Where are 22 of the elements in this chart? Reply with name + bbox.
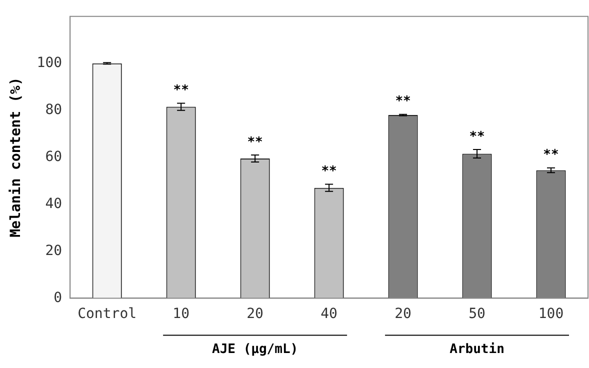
data-label: ** [247,134,264,150]
data-label: ** [321,164,338,180]
data-label: ** [469,129,486,144]
x-tick-label: 100 [538,306,564,322]
y-tick-label: 20 [45,242,62,259]
x-tick-label: 20 [394,306,412,322]
x-tick-label: 20 [246,306,264,322]
data-label: ** [543,148,560,163]
x-tick-label: 40 [320,306,338,322]
data-label: ** [173,83,190,98]
x-tick-label: Control [78,306,137,322]
y-tick-label: 80 [45,102,62,118]
y-axis-title: Melanin content (%) [8,77,24,238]
x-tick-label: 50 [468,306,486,322]
text: AJE (μg/mL) [212,342,298,358]
x-tick-label: 10 [172,306,190,322]
data-label: ** [395,94,412,110]
y-tick-label: 40 [45,196,62,212]
y-tick-label: 60 [45,148,62,165]
y-tick-label: 0 [54,290,62,306]
text: Arbutin [450,342,504,358]
y-tick-label: 100 [36,55,62,72]
